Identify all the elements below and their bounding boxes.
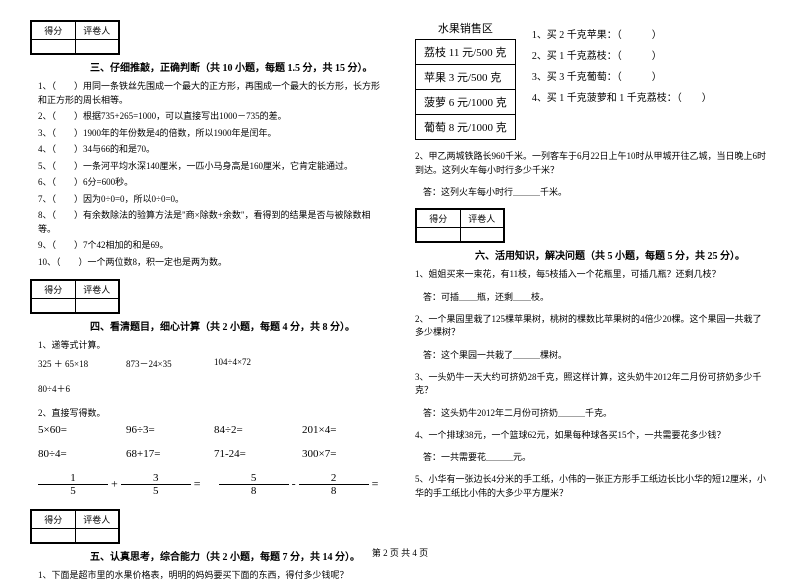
section-4-title: 四、看清题目，细心计算（共 2 小题，每题 4 分，共 8 分）。 — [90, 318, 385, 333]
q3-9: 9、（ ）7个42相加的和是69。 — [38, 239, 385, 253]
score-box-6: 得分 评卷人 — [415, 208, 505, 243]
score-box-5: 得分 评卷人 — [30, 509, 120, 544]
q4-1-items: 325 ＋ 65×18 873－24×35 104÷4×72 — [38, 357, 385, 370]
q3-7: 7、（ ）因为0÷0=0，所以0÷0=0。 — [38, 193, 385, 207]
fruit-row: 葡萄 8 元/1000 克 — [416, 115, 515, 139]
q3-5: 5、（ ）一条河平均水深140厘米，一匹小马身高是160厘米，它肯定能通过。 — [38, 160, 385, 174]
score-box-3: 得分 评卷人 — [30, 20, 120, 55]
calc-item: 325 ＋ 65×18 — [38, 357, 108, 370]
calc-item: 104÷4×72 — [214, 357, 284, 370]
fruit-row: 荔枝 11 元/500 克 — [416, 40, 515, 65]
section-3: 得分 评卷人 三、仔细推敲，正确判断（共 10 小题，每题 1.5 分，共 15… — [30, 20, 385, 269]
section-3-title: 三、仔细推敲，正确判断（共 10 小题，每题 1.5 分，共 15 分）。 — [90, 59, 385, 74]
fraction-expr-2: 58 - 28 = — [219, 472, 379, 497]
calc-item: 96÷3= — [126, 424, 196, 436]
fruit-section: 水果销售区 荔枝 11 元/500 克 苹果 3 元/500 克 菠萝 6 元/… — [415, 20, 770, 140]
page-columns: 得分 评卷人 三、仔细推敲，正确判断（共 10 小题，每题 1.5 分，共 15… — [30, 20, 770, 586]
grader-label: 评卷人 — [75, 22, 119, 40]
calc-item: 80÷4= — [38, 448, 108, 460]
q3-1: 1、（ ）用同一条铁丝先围成一个最大的正方形，再围成一个最大的长方形，长方形和正… — [38, 80, 385, 107]
score-box-4: 得分 评卷人 — [30, 279, 120, 314]
q4-fractions: 15 + 35 = 58 - 28 = — [38, 472, 385, 497]
q6-2: 2、一个果园里栽了125棵苹果树，桃树的棵数比苹果树的4倍少20棵。这个果园一共… — [415, 313, 770, 340]
q6-1-ans: 答：可插＿＿瓶，还剩＿＿枝。 — [423, 290, 770, 303]
q6-5: 5、小华有一张边长4分米的手工纸，小伟的一张正方形手工纸边长比小华的短12厘米，… — [415, 473, 770, 500]
q3-8: 8、（ ）有余数除法的验算方法是"商×除数+余数"，看得到的结果是否与被除数相等… — [38, 209, 385, 236]
q3-10: 10、（ ）一个两位数8，积一定也是两为数。 — [38, 256, 385, 270]
q6-1: 1、姐姐买来一束花，有11枝，每5枝插入一个花瓶里，可插几瓶？还剩几枝？ — [415, 268, 770, 282]
q3-2: 2、（ ）根据735+265=1000，可以直接写出1000－735的差。 — [38, 110, 385, 124]
section-6-title: 六、活用知识，解决问题（共 5 小题，每题 5 分，共 25 分）。 — [475, 247, 770, 262]
fruit-q1: 1、买 2 千克苹果：（ ） — [532, 26, 712, 41]
fruit-q4: 4、买 1 千克菠萝和 1 千克荔枝：（ ） — [532, 89, 712, 104]
q6-4-ans: 答：一共需要花＿＿＿元。 — [423, 450, 770, 463]
q4-2-items-2: 80÷4= 68+17= 71-24= 300×7= — [38, 448, 385, 460]
q3-3: 3、（ ）1900年的年份数是4的倍数，所以1900年是闰年。 — [38, 127, 385, 141]
calc-item: 68+17= — [126, 448, 196, 460]
q3-4: 4、（ ）34与66的和是70。 — [38, 143, 385, 157]
section-3-questions: 1、（ ）用同一条铁丝先围成一个最大的正方形，再围成一个最大的长方形，长方形和正… — [30, 80, 385, 269]
grader-label: 评卷人 — [75, 281, 119, 299]
q6-3-ans: 答：这头奶牛2012年二月份可挤奶＿＿＿千克。 — [423, 406, 770, 419]
calc-item: 80÷4＋6 — [38, 382, 108, 395]
q4-1-items-2: 80÷4＋6 — [38, 382, 385, 395]
fruit-header: 水果销售区 — [415, 20, 516, 36]
calc-item: 300×7= — [302, 448, 372, 460]
q6-4: 4、一个排球38元，一个篮球62元，如果每种球各买15个，一共需要花多少钱？ — [415, 429, 770, 443]
grader-label: 评卷人 — [75, 511, 119, 529]
section-6: 得分 评卷人 六、活用知识，解决问题（共 5 小题，每题 5 分，共 25 分）… — [415, 208, 770, 500]
left-column: 得分 评卷人 三、仔细推敲，正确判断（共 10 小题，每题 1.5 分，共 15… — [30, 20, 385, 586]
q4-1: 1、递等式计算。 — [30, 339, 385, 353]
score-label: 得分 — [32, 511, 76, 529]
q5-2-ans: 答：这列火车每小时行＿＿＿千米。 — [423, 185, 770, 198]
calc-item: 71-24= — [214, 448, 284, 460]
q3-6: 6、（ ）6分=600秒。 — [38, 176, 385, 190]
fraction-expr-1: 15 + 35 = — [38, 472, 201, 497]
score-label: 得分 — [32, 22, 76, 40]
fruit-q3: 3、买 3 千克葡萄：（ ） — [532, 68, 712, 83]
calc-item: 201×4= — [302, 424, 372, 436]
section-4: 得分 评卷人 四、看清题目，细心计算（共 2 小题，每题 4 分，共 8 分）。… — [30, 279, 385, 497]
q6-3: 3、一头奶牛一天大约可挤奶28千克，照这样计算，这头奶牛2012年二月份可挤奶多… — [415, 371, 770, 398]
score-label: 得分 — [32, 281, 76, 299]
q4-2-items: 5×60= 96÷3= 84÷2= 201×4= — [38, 424, 385, 436]
grader-label: 评卷人 — [460, 210, 504, 228]
score-label: 得分 — [417, 210, 461, 228]
page-footer: 第 2 页 共 4 页 — [0, 546, 800, 559]
fruit-questions: 1、买 2 千克苹果：（ ） 2、买 1 千克荔枝：（ ） 3、买 3 千克葡萄… — [532, 20, 712, 110]
fruit-q2: 2、买 1 千克荔枝：（ ） — [532, 47, 712, 62]
calc-item: 5×60= — [38, 424, 108, 436]
fruit-table: 荔枝 11 元/500 克 苹果 3 元/500 克 菠萝 6 元/1000 克… — [415, 39, 516, 140]
fruit-row: 菠萝 6 元/1000 克 — [416, 90, 515, 115]
calc-item: 873－24×35 — [126, 357, 196, 370]
q5-2: 2、甲乙两城铁路长960千米。一列客车于6月22日上午10时从甲城开往乙城，当日… — [415, 150, 770, 177]
q4-2: 2、直接写得数。 — [30, 407, 385, 421]
right-column: 水果销售区 荔枝 11 元/500 克 苹果 3 元/500 克 菠萝 6 元/… — [415, 20, 770, 586]
fruit-block: 水果销售区 荔枝 11 元/500 克 苹果 3 元/500 克 菠萝 6 元/… — [415, 20, 516, 140]
fruit-row: 苹果 3 元/500 克 — [416, 65, 515, 90]
calc-item: 84÷2= — [214, 424, 284, 436]
q5-1: 1、下面是超市里的水果价格表，明明的妈妈要买下面的东西，得付多少钱呢？ — [30, 569, 385, 583]
q6-2-ans: 答：这个果园一共栽了＿＿＿棵树。 — [423, 348, 770, 361]
